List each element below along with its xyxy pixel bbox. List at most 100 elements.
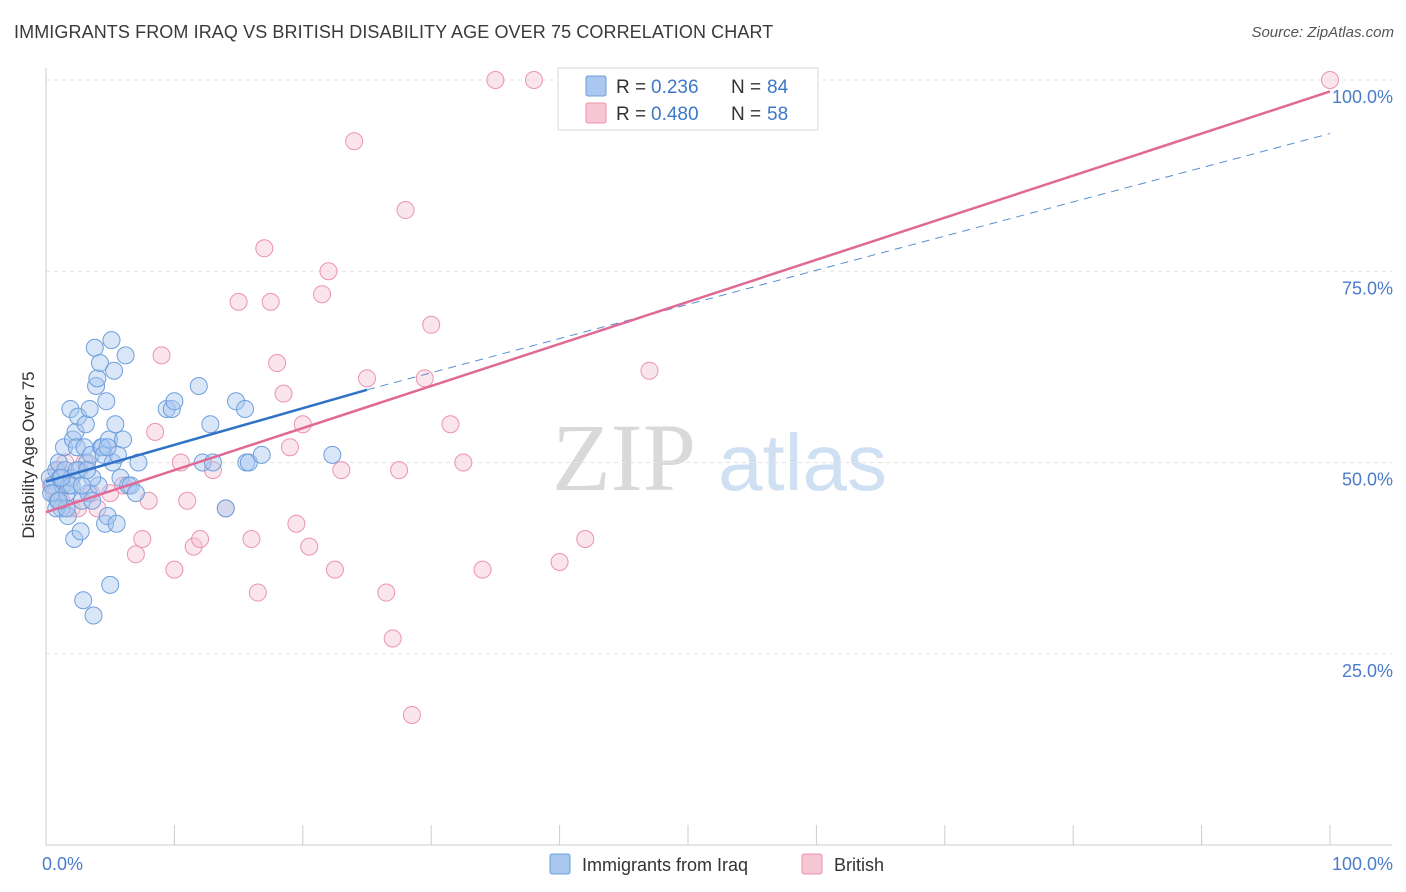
british-point bbox=[402, 705, 421, 724]
tick-labels: 25.0% 50.0% 75.0% 100.0% 0.0% 100.0% bbox=[42, 87, 1393, 874]
british-point bbox=[319, 262, 338, 281]
iraq-point bbox=[216, 499, 235, 518]
bottom-legend-label-iraq: Immigrants from Iraq bbox=[582, 855, 748, 875]
iraq-point bbox=[61, 399, 80, 418]
british-point bbox=[640, 361, 659, 380]
british-point bbox=[287, 514, 306, 533]
axes bbox=[45, 68, 1392, 846]
iraq-trend-line bbox=[45, 388, 368, 483]
british-trend-line bbox=[45, 90, 1331, 514]
source-label: Source: ZipAtlas.com bbox=[1251, 24, 1394, 41]
iraq-point bbox=[201, 415, 220, 434]
british-point bbox=[133, 530, 152, 548]
iraq-point bbox=[189, 377, 208, 395]
british-point bbox=[126, 545, 145, 564]
y-tick-label: 50.0% bbox=[1342, 470, 1393, 490]
iraq-point bbox=[126, 484, 145, 503]
british-point bbox=[325, 560, 344, 579]
british-point bbox=[191, 530, 210, 548]
british-point bbox=[415, 369, 434, 388]
y-axis-label: Disability Age Over 75 bbox=[19, 371, 38, 538]
watermark-atlas: atlas bbox=[718, 418, 887, 507]
british-point bbox=[146, 422, 165, 441]
iraq-point bbox=[102, 331, 121, 350]
iraq-point bbox=[98, 438, 117, 457]
iraq-point bbox=[227, 392, 246, 411]
british-point bbox=[396, 201, 415, 220]
iraq-point bbox=[252, 445, 271, 464]
british-point bbox=[390, 461, 409, 480]
iraq-point bbox=[98, 507, 117, 526]
british-point bbox=[203, 461, 222, 480]
british-point bbox=[274, 384, 293, 403]
bottom-legend-swatch-british bbox=[801, 853, 823, 875]
british-point bbox=[152, 346, 171, 365]
legend-r-value-iraq: 0.236 bbox=[651, 77, 699, 98]
british-point bbox=[184, 537, 203, 556]
british-point bbox=[313, 285, 332, 304]
iraq-point bbox=[76, 415, 95, 434]
iraq-point bbox=[101, 575, 120, 594]
iraq-point bbox=[111, 468, 130, 487]
british-point bbox=[229, 292, 248, 311]
y-tick-label: 75.0% bbox=[1342, 278, 1393, 298]
british-point bbox=[576, 530, 595, 548]
iraq-point bbox=[54, 438, 73, 457]
iraq-point bbox=[105, 361, 124, 380]
watermark: ZIP atlas bbox=[552, 404, 887, 511]
iraq-points bbox=[40, 331, 342, 625]
iraq-point bbox=[97, 392, 116, 411]
legend-r-label-british: R = bbox=[616, 104, 646, 125]
bottom-legend-swatch-iraq bbox=[549, 853, 571, 875]
y-tick-label: 100.0% bbox=[1332, 87, 1393, 107]
y-tick-label: 25.0% bbox=[1342, 661, 1393, 681]
x-tick-label: 100.0% bbox=[1332, 854, 1393, 874]
legend-n-label-british: N = bbox=[731, 104, 761, 125]
watermark-zip: ZIP bbox=[552, 404, 696, 511]
iraq-point bbox=[66, 422, 85, 441]
trend-lines bbox=[45, 90, 1331, 514]
british-point bbox=[441, 415, 460, 434]
iraq-point bbox=[106, 415, 125, 434]
iraq-point bbox=[107, 514, 126, 533]
iraq-point bbox=[74, 591, 93, 610]
british-point bbox=[280, 438, 299, 457]
iraq-point bbox=[80, 399, 99, 418]
legend-swatch-british bbox=[585, 102, 607, 124]
legend-n-value-british: 58 bbox=[767, 104, 788, 125]
iraq-point bbox=[67, 438, 86, 457]
british-point bbox=[358, 369, 376, 388]
british-point bbox=[1321, 71, 1339, 89]
british-point bbox=[242, 530, 261, 548]
british-point bbox=[248, 583, 267, 602]
iraq-trend-extension bbox=[366, 133, 1331, 391]
iraq-point bbox=[157, 399, 176, 418]
iraq-point bbox=[84, 606, 103, 625]
iraq-point bbox=[93, 438, 112, 457]
british-point bbox=[165, 560, 184, 579]
legend-r-label-iraq: R = bbox=[616, 77, 646, 98]
iraq-point bbox=[87, 377, 106, 395]
legend-n-label-iraq: N = bbox=[731, 77, 761, 98]
iraq-point bbox=[116, 346, 135, 365]
british-point bbox=[268, 354, 287, 373]
british-point bbox=[486, 71, 505, 89]
british-point bbox=[383, 629, 402, 648]
legend-r-value-british: 0.480 bbox=[651, 104, 699, 125]
british-point bbox=[454, 453, 473, 472]
bottom-legend: Immigrants from Iraq British bbox=[549, 853, 884, 875]
british-point bbox=[345, 132, 364, 151]
iraq-point bbox=[65, 530, 84, 548]
british-point bbox=[300, 537, 319, 556]
british-point bbox=[377, 583, 396, 602]
iraq-point bbox=[99, 430, 118, 449]
british-point bbox=[178, 491, 197, 510]
british-point bbox=[255, 239, 274, 258]
chart-title: IMMIGRANTS FROM IRAQ VS BRITISH DISABILI… bbox=[14, 22, 774, 42]
iraq-point bbox=[85, 338, 104, 357]
iraq-point bbox=[114, 430, 133, 449]
top-legend: R = 0.236 N = 84 R = 0.480 N = 58 bbox=[557, 67, 819, 131]
british-point bbox=[473, 560, 492, 579]
x-tick-label: 0.0% bbox=[42, 854, 83, 874]
